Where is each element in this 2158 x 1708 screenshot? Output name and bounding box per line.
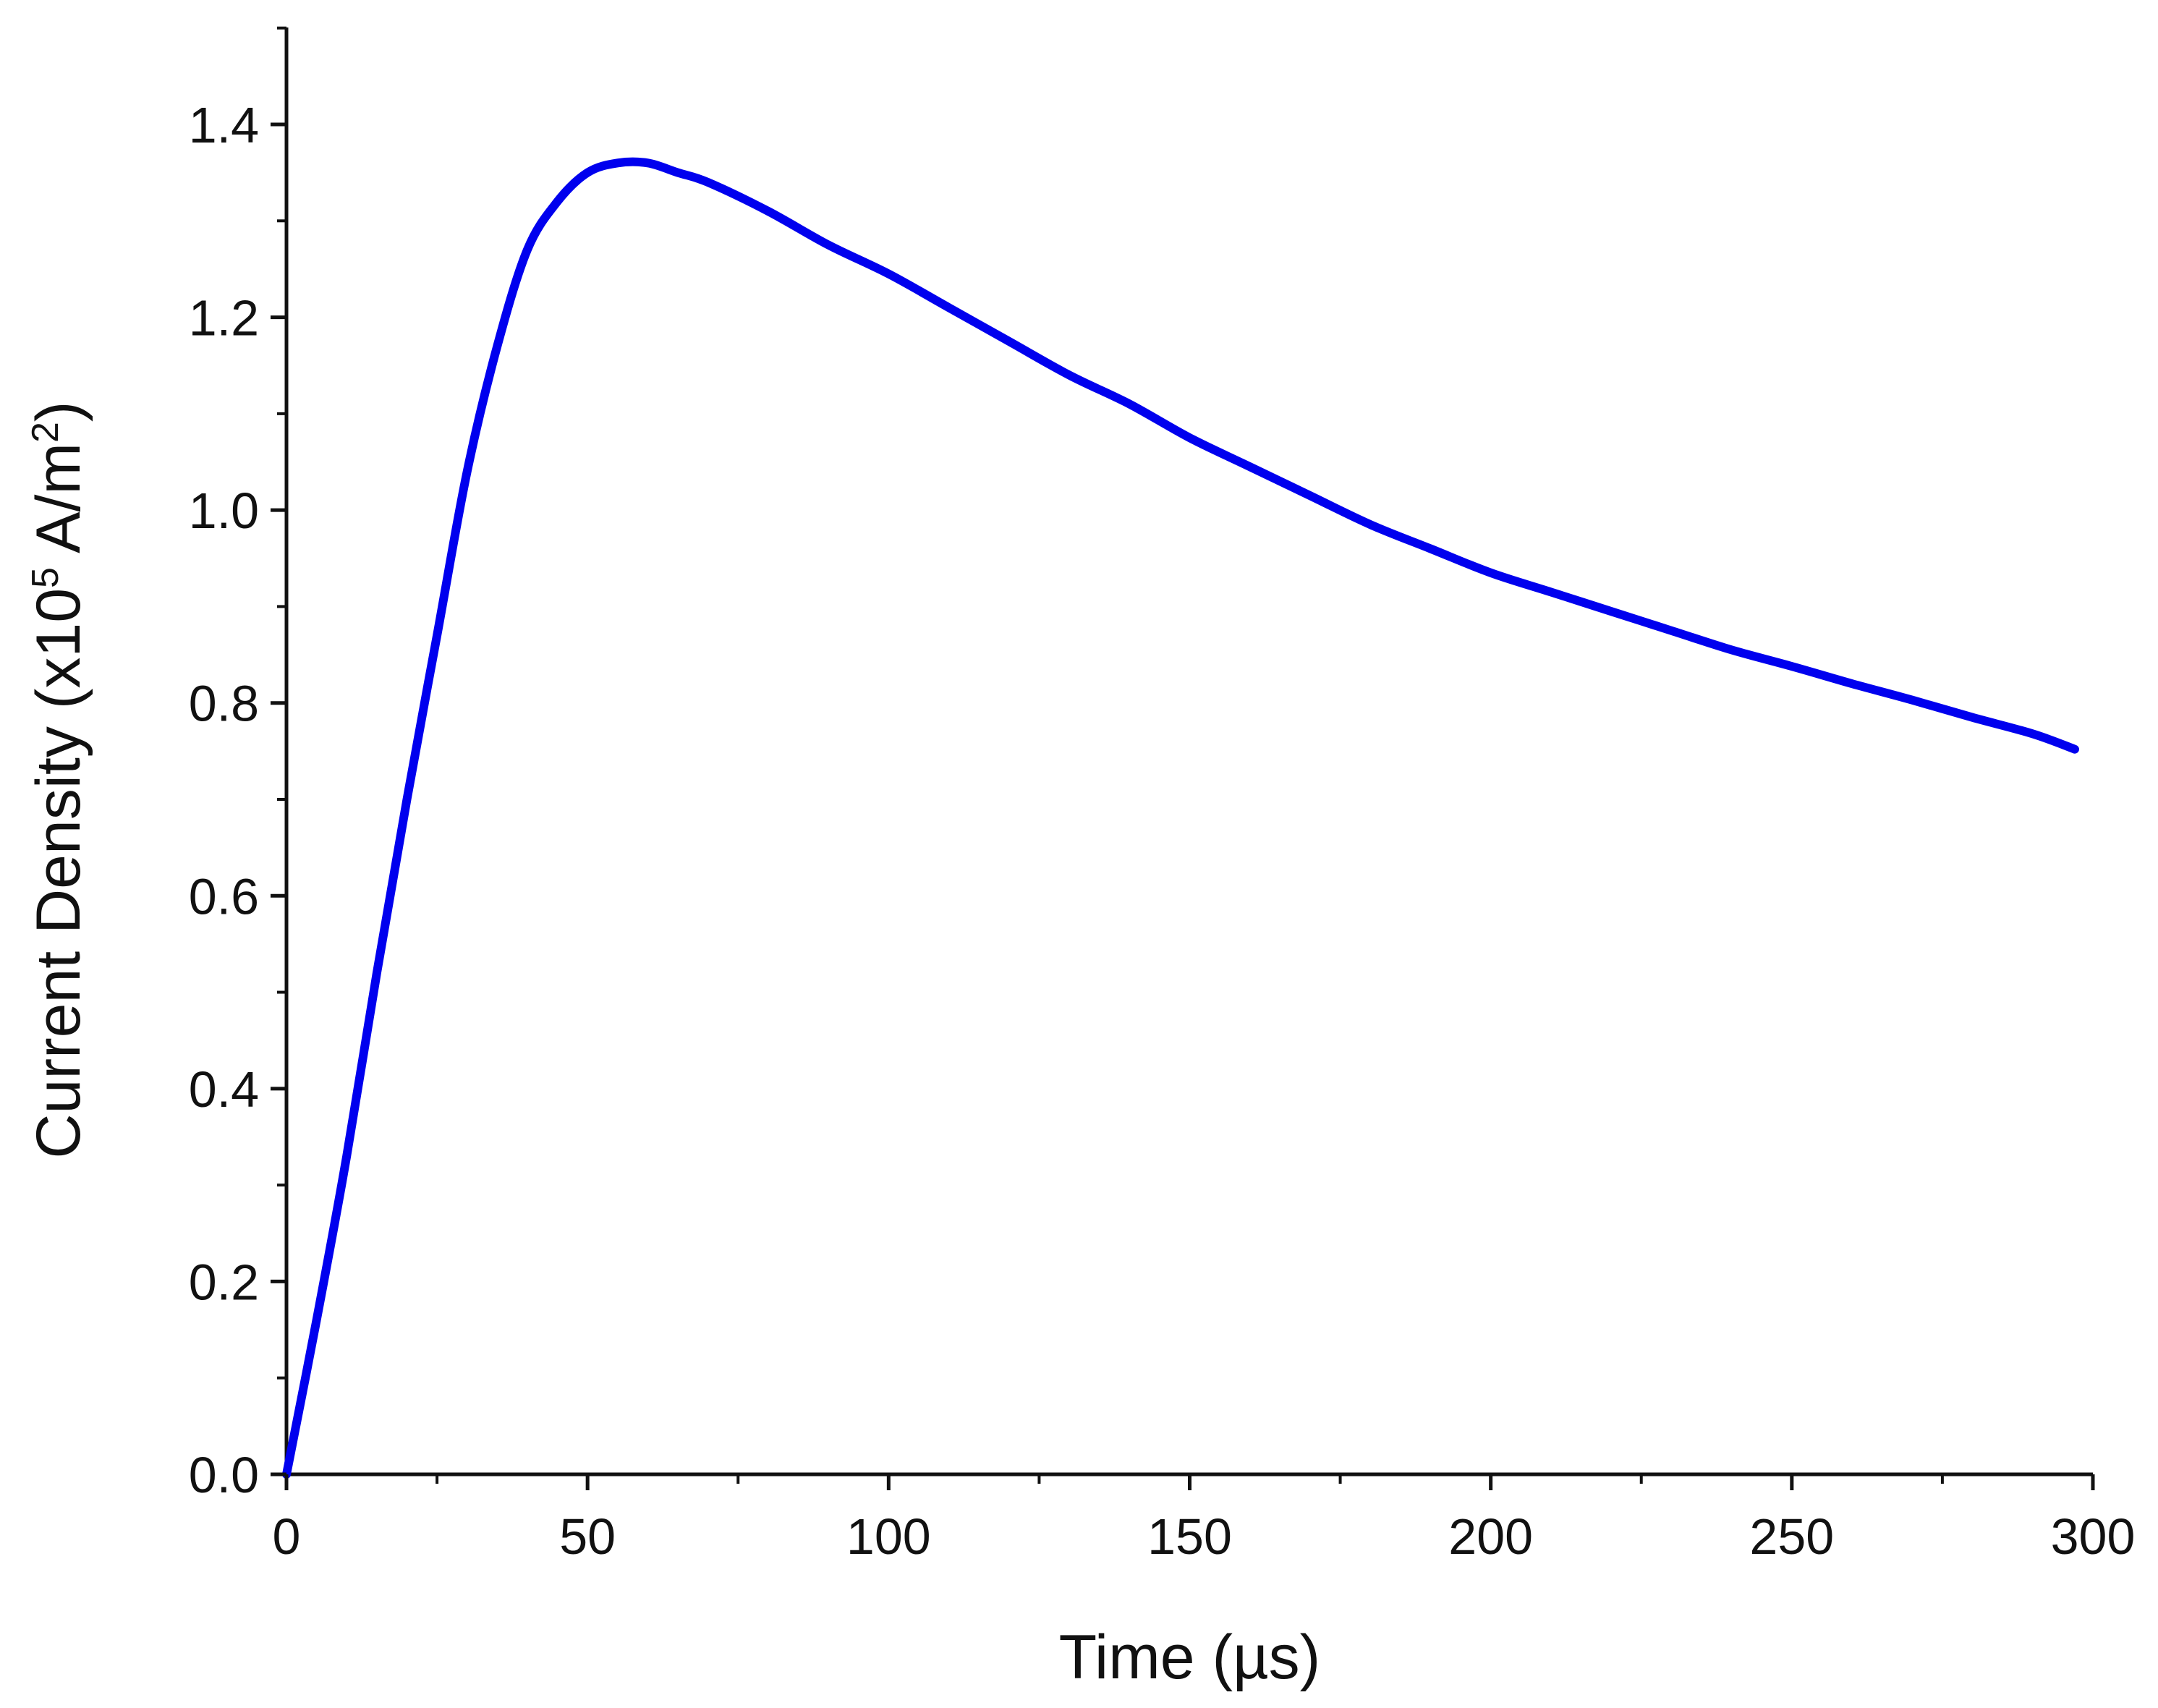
y-axis-title-middle: A/m bbox=[24, 443, 93, 567]
x-tick-label: 250 bbox=[1749, 1508, 1834, 1565]
x-axis-title: Time (µs) bbox=[1059, 1623, 1321, 1692]
y-tick-label: 0.4 bbox=[189, 1061, 259, 1118]
x-tick-label: 150 bbox=[1147, 1508, 1232, 1565]
y-axis-title-superscript2: 2 bbox=[25, 422, 67, 443]
series-line bbox=[282, 157, 2079, 1479]
y-tick-label: 1.4 bbox=[189, 97, 259, 153]
x-tick-label: 200 bbox=[1448, 1508, 1533, 1565]
y-tick-label: 1.2 bbox=[189, 290, 259, 347]
x-tick-label: 300 bbox=[2051, 1508, 2136, 1565]
x-tick-label: 100 bbox=[846, 1508, 931, 1565]
x-tick-label: 0 bbox=[273, 1508, 301, 1565]
y-tick-label: 0.8 bbox=[189, 676, 259, 732]
y-axis-title-suffix: ) bbox=[24, 401, 93, 422]
x-tick-label: 50 bbox=[559, 1508, 616, 1565]
y-tick-label: 1.0 bbox=[189, 483, 259, 539]
y-axis-title: Current Density (x105 A/m2) bbox=[24, 401, 93, 1158]
y-axis-title-prefix: Current Density (x10 bbox=[24, 588, 93, 1159]
y-tick-label: 0.0 bbox=[189, 1447, 259, 1503]
y-tick-label: 0.6 bbox=[189, 868, 259, 925]
ticks: 0 50 100 150 200 250 300 0.0 0.2 0.4 0.6 0.8 1.0 1.2 1… bbox=[189, 26, 2136, 1565]
plot-area bbox=[282, 157, 2079, 1479]
y-axis-title-superscript: 5 bbox=[25, 567, 67, 588]
y-tick-label: 0.2 bbox=[189, 1254, 259, 1310]
